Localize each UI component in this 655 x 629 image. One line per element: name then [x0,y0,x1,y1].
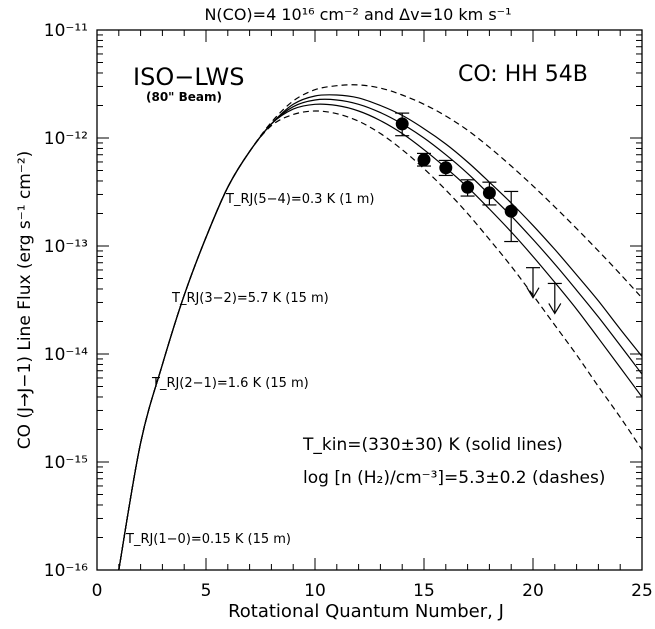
transition-annotation-1-0: T_RJ(1−0)=0.15 K (15 m) [125,532,291,547]
solid-model-curve-2 [118,94,643,571]
observed-points [395,112,562,315]
solid-model-curve-1 [118,98,643,571]
data-point [395,117,409,131]
plot-frame [96,29,643,571]
data-point [417,153,431,167]
y-tick-label: 10⁻¹¹ [44,21,88,41]
chart-title: N(CO)=4 10¹⁶ cm⁻² and Δv=10 km s⁻¹ [204,5,511,24]
transition-annotation-2-1: T_RJ(2−1)=1.6 K (15 m) [151,376,309,391]
upper-limit-arrow [526,287,540,299]
solid-model-curve-0 [118,103,643,571]
x-tick-label: 15 [413,581,435,601]
axis-ticks [96,29,643,571]
beam-label: (80" Beam) [146,90,222,104]
transition-annotation-3-2: T_RJ(3−2)=5.7 K (15 m) [171,291,329,306]
x-tick-label: 0 [92,581,103,601]
x-tick-label: 5 [201,581,212,601]
data-point [504,204,518,218]
x-tick-label: 20 [522,581,544,601]
y-tick-label: 10⁻¹² [44,129,88,149]
x-tick-labels: 0 5 10 15 20 25 [92,581,653,601]
object-label: CO: HH 54B [458,62,588,87]
y-tick-label: 10⁻¹³ [44,237,88,257]
x-axis-label: Rotational Quantum Number, J [228,601,504,622]
model-curves [118,84,643,571]
upper-limit-arrow [548,303,562,315]
y-tick-label: 10⁻¹⁴ [44,345,88,365]
data-point [482,186,496,200]
fit-text-temperature: T_kin=(330±30) K (solid lines) [302,435,563,455]
y-tick-labels: 10⁻¹¹ 10⁻¹² 10⁻¹³ 10⁻¹⁴ 10⁻¹⁵ 10⁻¹⁶ [44,21,88,581]
instrument-label: ISO−LWS [133,63,244,91]
y-tick-label: 10⁻¹⁶ [44,561,88,581]
dashed-model-curve-3 [118,110,643,571]
y-tick-label: 10⁻¹⁵ [44,453,88,473]
transition-annotation-5-4: T_RJ(5−4)=0.3 K (1 m) [225,192,374,207]
x-tick-label: 25 [631,581,653,601]
data-point [439,161,453,175]
y-axis-label: CO (J→J−1) Line Flux (erg s⁻¹ cm⁻²) [15,151,35,450]
fit-text-density: log [n (H₂)/cm⁻³]=5.3±0.2 (dashes) [303,468,605,488]
dashed-model-curve-4 [118,84,643,571]
data-point [461,180,475,194]
x-tick-label: 10 [304,581,326,601]
